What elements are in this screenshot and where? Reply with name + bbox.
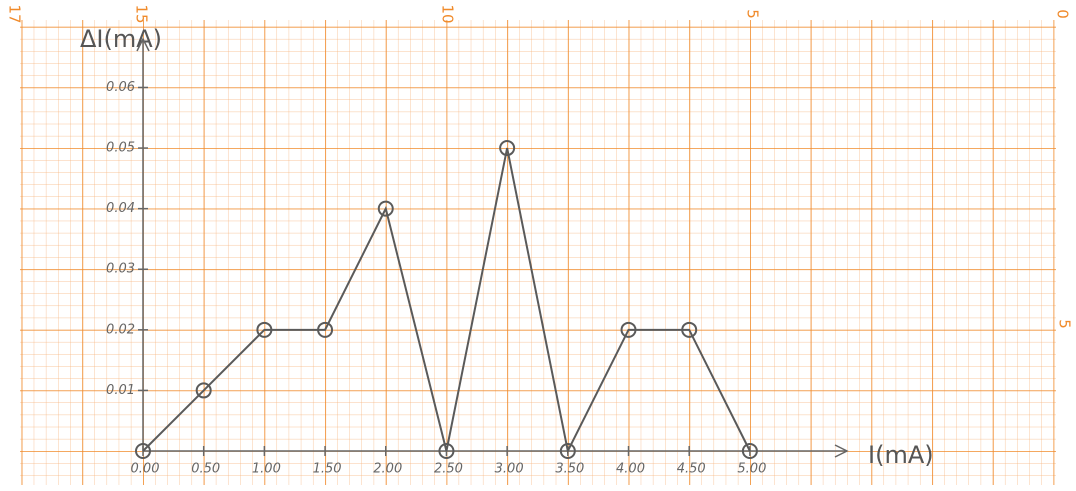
paper-label: 5: [1056, 319, 1074, 329]
y-tick-label: 0.05: [106, 141, 135, 156]
x-tick-label: 1.50: [313, 462, 342, 477]
x-tick-label: 4.50: [677, 462, 706, 477]
paper-label: 17: [6, 4, 24, 23]
y-tick-label: 0.01: [106, 383, 135, 398]
x-tick-label: 5.00: [737, 462, 766, 477]
x-tick-label: 2.00: [373, 462, 402, 477]
x-tick-label: 3.50: [555, 462, 584, 477]
paper-label: 15: [133, 4, 151, 23]
x-tick-label: 2.50: [434, 462, 463, 477]
x-tick-label: 0.50: [191, 462, 220, 477]
x-tick-label: 4.00: [616, 462, 645, 477]
graph-paper-major: [20, 20, 1056, 485]
paper-label: 0: [1054, 9, 1072, 19]
paper-label: 5: [744, 9, 762, 19]
paper-label: 10: [439, 4, 457, 23]
x-axis-label: I(mA): [868, 441, 934, 469]
chart: 17 15 10 5 0 5 ΔI(mA) I(mA) 0.01 0.02 0.03…: [0, 0, 1076, 491]
x-tick-label: 1.00: [252, 462, 281, 477]
x-tick-label: 3.00: [495, 462, 524, 477]
y-tick-label: 0.03: [106, 262, 135, 277]
x-tick-label: 0.00: [131, 462, 160, 477]
y-tick-label: 0.04: [106, 201, 135, 216]
y-axis-label: ΔI(mA): [80, 25, 162, 53]
y-tick-label: 0.06: [106, 80, 135, 95]
y-tick-label: 0.02: [106, 322, 135, 337]
